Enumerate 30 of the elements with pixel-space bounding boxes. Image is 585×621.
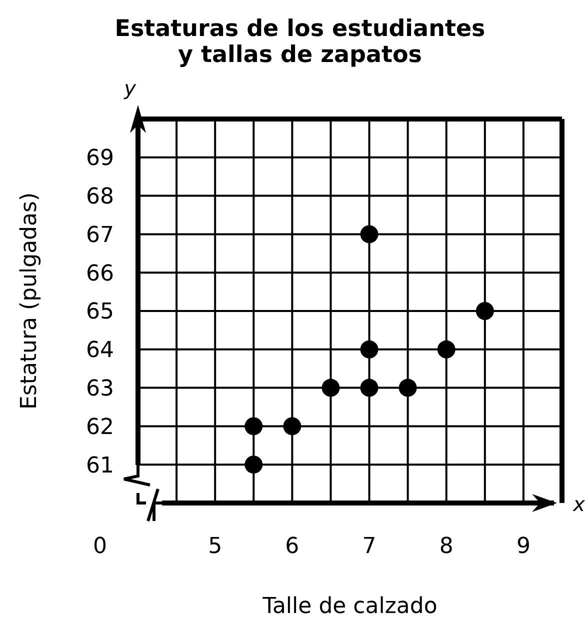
chart-title: Estaturas de los estudiantes y tallas de zapatos <box>114 16 486 68</box>
y-tick-label: 69 <box>86 146 114 172</box>
point <box>244 417 263 436</box>
y-tick-label: 66 <box>86 261 114 286</box>
text: 0 <box>93 534 107 559</box>
text: x <box>572 492 585 516</box>
x-tick-label: 5 <box>208 534 222 559</box>
y-tick-label: 64 <box>86 338 114 364</box>
y-tick-label: 62 <box>86 414 114 440</box>
point <box>283 417 302 436</box>
point <box>476 302 494 320</box>
x-tick-label: 8 <box>439 534 454 559</box>
point <box>360 378 378 397</box>
x-axis-title: Talle de calzado <box>262 594 438 619</box>
point <box>437 340 456 358</box>
point <box>322 378 340 397</box>
x-tick-label: 7 <box>362 534 376 559</box>
point <box>244 456 263 474</box>
x-tick-label: 6 <box>285 534 300 559</box>
point <box>360 340 378 358</box>
x-tick-label: 9 <box>516 534 530 559</box>
y-axis-title: Estatura (pulgadas) <box>17 192 42 410</box>
y-tick-label: 63 <box>86 376 114 402</box>
point <box>360 225 378 244</box>
y-tick-label: 68 <box>86 184 114 210</box>
y-tick-label: 67 <box>86 222 114 248</box>
y-tick-label: 61 <box>86 453 114 478</box>
text: y <box>123 76 138 100</box>
point <box>398 378 417 397</box>
y-tick-label: 65 <box>86 300 114 325</box>
